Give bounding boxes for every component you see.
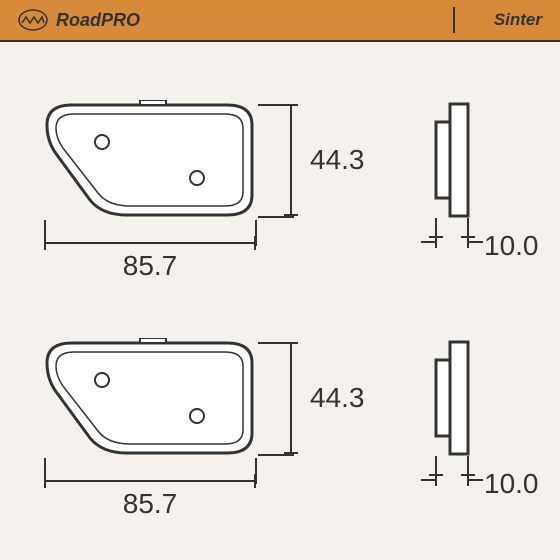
header-divider	[453, 7, 455, 33]
logo-area: RoadPRO	[18, 9, 140, 31]
width-label-1: 85.7	[123, 250, 178, 282]
dim-width-2: 85.7	[44, 480, 256, 520]
ext-line	[44, 458, 46, 484]
height-label-1: 44.3	[310, 144, 365, 176]
brand-logo-icon	[18, 9, 48, 31]
height-label-2: 44.3	[310, 382, 365, 414]
ext-line	[258, 454, 294, 456]
ext-line	[255, 220, 257, 246]
header-bar: RoadPRO Sinter	[0, 0, 560, 42]
dim-height-2: 44.3	[290, 342, 365, 454]
brand-prefix: Road	[56, 10, 101, 30]
width-label-2: 85.7	[123, 488, 178, 520]
ext-line	[258, 104, 294, 106]
brake-pad-2-side	[432, 338, 472, 458]
thickness-label-1: 10.0	[484, 230, 539, 262]
dim-width-1: 85.7	[44, 242, 256, 282]
brand-suffix: PRO	[101, 10, 140, 30]
ext-line	[258, 216, 294, 218]
brand-name: RoadPRO	[56, 10, 140, 31]
brake-pad-1-front	[42, 100, 257, 220]
diagram-content: 44.3 85.7 10.0 44.3 85.7	[0, 42, 560, 560]
brake-pad-1-side	[432, 100, 472, 220]
ext-line	[255, 458, 257, 484]
product-type: Sinter	[494, 10, 542, 30]
brake-pad-2-front	[42, 338, 257, 458]
ext-line	[44, 220, 46, 246]
dim-height-1: 44.3	[290, 104, 365, 216]
ext-line	[258, 342, 294, 344]
thickness-label-2: 10.0	[484, 468, 539, 500]
